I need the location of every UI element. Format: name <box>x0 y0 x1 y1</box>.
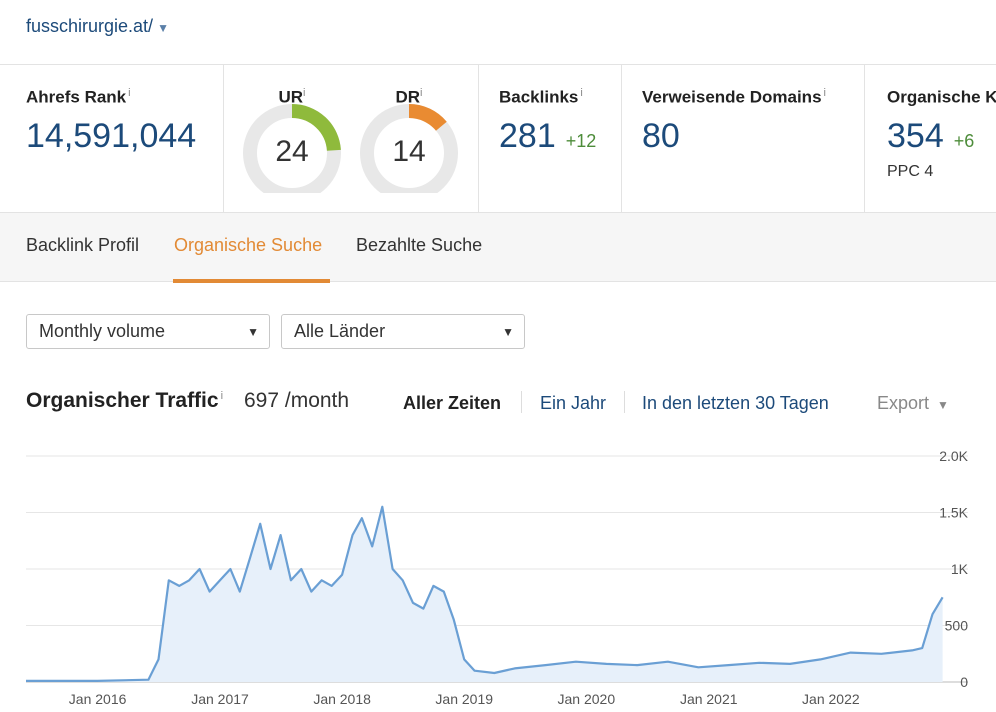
info-icon[interactable]: i <box>303 87 306 99</box>
traffic-chart: 2.0K 1.5K 1K 500 0 Jan 2016 Jan 2017 Jan 2018 Ja… <box>0 430 996 712</box>
y-tick-label: 500 <box>945 618 969 634</box>
x-tick-label: Jan 2021 <box>680 691 738 707</box>
country-select[interactable]: Alle Länder ▼ <box>281 314 525 349</box>
y-tick-label: 0 <box>960 674 968 690</box>
ur-donut <box>243 104 341 193</box>
metric-organic: Organische Keywordsi 354+6 PPC 4 <box>865 65 996 213</box>
domain-selector[interactable]: fusschirurgie.at/ ▼ <box>26 16 169 37</box>
tab-backlink-profil[interactable]: Backlink Profil <box>26 235 140 255</box>
domain-header: fusschirurgie.at/ ▼ <box>0 0 996 64</box>
range-divider <box>521 391 522 413</box>
organic-delta: +6 <box>953 131 975 151</box>
volume-select[interactable]: Monthly volume ▼ <box>26 314 270 349</box>
dr-gauge[interactable]: DRi 14 <box>359 83 459 193</box>
volume-select-value: Monthly volume <box>39 321 166 341</box>
country-select-value: Alle Länder <box>294 321 386 341</box>
y-tick-label: 1.5K <box>939 505 968 521</box>
traffic-line <box>26 505 944 682</box>
tab-bezahlte-suche[interactable]: Bezahlte Suche <box>356 235 483 255</box>
metric-title: Ahrefs Rank i <box>26 87 131 107</box>
info-icon[interactable]: i <box>128 87 131 99</box>
metric-ahrefs-rank: Ahrefs Rank i 14,591,044 <box>0 65 224 213</box>
ref-domains-value[interactable]: 80 <box>642 117 680 155</box>
info-icon[interactable]: i <box>420 87 423 99</box>
metric-title: Backlinks i <box>499 87 583 107</box>
chart-title: Organischer Traffic i <box>26 389 224 412</box>
info-icon[interactable]: i <box>823 87 826 99</box>
metrics-row: Ahrefs Rank i 14,591,044 URi 24 DRi 14 Ba… <box>0 64 996 213</box>
traffic-chart-svg: 2.0K 1.5K 1K 500 0 Jan 2016 Jan 2017 Jan 2018 Ja… <box>26 448 969 707</box>
caret-down-icon: ▼ <box>247 325 259 339</box>
ur-label: URi <box>278 87 306 107</box>
traffic-area <box>26 506 943 682</box>
dr-arc <box>408 104 447 131</box>
info-icon[interactable]: i <box>580 87 583 99</box>
x-tick-label: Jan 2016 <box>69 691 127 707</box>
dr-label: DRi <box>395 87 423 107</box>
ur-gauge[interactable]: URi 24 <box>242 83 342 193</box>
caret-down-icon: ▼ <box>157 20 169 35</box>
export-button[interactable]: Export ▼ <box>877 393 949 413</box>
range-last-30-days[interactable]: In den letzten 30 Tagen <box>642 393 829 413</box>
range-one-year[interactable]: Ein Jahr <box>540 393 607 413</box>
x-tick-label: Jan 2018 <box>313 691 371 707</box>
tab-organische-suche[interactable]: Organische Suche <box>174 235 323 255</box>
caret-down-icon: ▼ <box>937 398 949 412</box>
x-tick-label: Jan 2020 <box>558 691 616 707</box>
x-tick-label: Jan 2017 <box>191 691 249 707</box>
traffic-summary: 697 /month <box>244 389 350 412</box>
metric-title: Organische Keywordsi <box>887 87 996 107</box>
metric-title: Verweisende Domains i <box>642 87 826 107</box>
organic-value[interactable]: 354 +6 <box>887 117 975 155</box>
ahrefs-rank-value: 14,591,044 <box>26 117 197 155</box>
caret-down-icon: ▼ <box>502 325 514 339</box>
ur-value: 24 <box>275 135 309 168</box>
ppc-value[interactable]: PPC 4 <box>887 163 934 180</box>
backlinks-value[interactable]: 281 +12 <box>499 117 597 155</box>
active-tab-indicator <box>173 279 330 283</box>
x-tick-label: Jan 2022 <box>802 691 860 707</box>
y-tick-label: 2.0K <box>939 448 968 464</box>
info-icon[interactable]: i <box>220 390 224 402</box>
range-all-time[interactable]: Aller Zeiten <box>403 393 502 413</box>
metric-backlinks: Backlinks i 281 +12 <box>479 65 622 213</box>
metric-ur-dr: URi 24 DRi 14 <box>224 65 479 213</box>
tab-bar: Backlink Profil Organische Suche Bezahlt… <box>0 212 996 283</box>
metric-ref-domains: Verweisende Domains i 80 <box>622 65 865 213</box>
backlinks-delta: +12 <box>565 131 597 151</box>
ur-arc <box>291 104 341 152</box>
domain-name: fusschirurgie.at/ <box>26 16 154 36</box>
x-tick-label: Jan 2019 <box>435 691 493 707</box>
y-tick-label: 1K <box>951 561 969 577</box>
dr-value: 14 <box>392 135 426 168</box>
range-divider <box>624 391 625 413</box>
dr-donut <box>360 104 458 193</box>
chart-header: Organischer Traffic i 697 /month Aller Ze… <box>0 385 996 421</box>
